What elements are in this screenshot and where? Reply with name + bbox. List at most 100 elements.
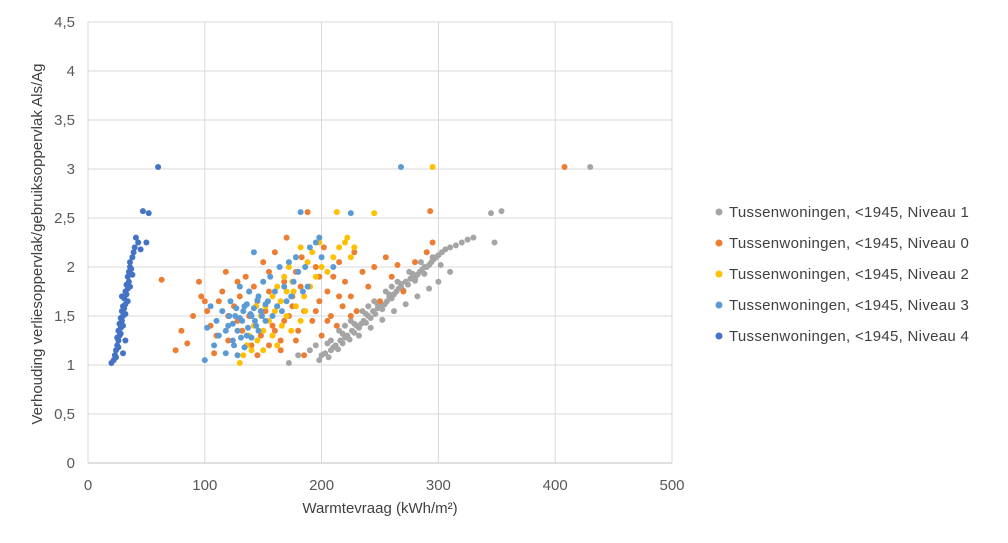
data-point: [295, 352, 302, 359]
data-point: [274, 303, 281, 310]
data-point: [417, 259, 424, 266]
data-point: [398, 280, 404, 287]
data-point: [292, 303, 299, 310]
data-point: [120, 350, 126, 357]
data-point: [356, 332, 362, 339]
data-point: [452, 242, 459, 249]
data-point: [379, 306, 386, 313]
data-point: [215, 298, 222, 305]
data-point: [201, 357, 208, 364]
data-point: [145, 210, 152, 217]
data-point: [257, 308, 264, 315]
data-point: [421, 264, 428, 270]
data-point: [394, 262, 401, 268]
data-point: [359, 268, 366, 275]
data-point: [318, 332, 325, 339]
data-point: [324, 268, 331, 275]
y-tick-label: 1,5: [54, 308, 75, 325]
data-point: [233, 305, 240, 312]
data-point: [213, 317, 220, 324]
data-point: [447, 244, 454, 251]
data-point: [330, 264, 337, 270]
data-point: [234, 352, 241, 359]
data-point: [278, 322, 285, 329]
data-point: [423, 249, 430, 256]
legend-label: Tussenwoningen, <1945, Niveau 3: [729, 297, 969, 314]
data-point: [198, 293, 205, 300]
x-tick-label: 100: [192, 477, 217, 494]
data-point: [271, 327, 278, 334]
data-point: [266, 288, 272, 295]
y-tick-label: 0: [67, 455, 75, 472]
data-point: [421, 270, 428, 277]
data-point: [330, 254, 337, 261]
data-point: [240, 308, 247, 315]
data-point: [283, 313, 290, 319]
data-point: [324, 288, 331, 295]
data-point: [382, 254, 389, 261]
data-point: [429, 164, 436, 170]
data-point: [561, 164, 568, 170]
data-point: [402, 301, 409, 308]
data-point: [351, 249, 358, 256]
data-point: [312, 308, 319, 315]
data-point: [371, 264, 378, 270]
data-point: [391, 308, 397, 315]
data-point: [254, 297, 261, 304]
data-point: [269, 332, 276, 339]
data-point: [269, 322, 276, 329]
data-point: [325, 354, 332, 361]
data-point: [342, 239, 348, 246]
data-point: [312, 239, 319, 246]
data-point: [405, 281, 411, 288]
data-point: [347, 254, 354, 261]
data-point: [292, 254, 299, 261]
data-point: [488, 210, 494, 217]
data-point: [118, 293, 125, 300]
data-point: [309, 249, 316, 256]
y-axis-ticks: 0 0,5 1 1,5 2 2,5 3 3,5 4 4,5: [54, 14, 75, 472]
x-tick-label: 200: [309, 477, 334, 494]
data-point: [333, 322, 340, 329]
data-point: [250, 305, 257, 312]
data-point: [285, 264, 292, 270]
data-point: [260, 259, 267, 266]
data-point: [238, 334, 244, 341]
data-point: [204, 308, 211, 315]
data-point: [384, 298, 390, 305]
data-point: [219, 308, 226, 315]
y-axis-title: Verhouding verliesoppervlak/gebruiksoppe…: [29, 63, 46, 424]
y-tick-label: 3,5: [54, 112, 75, 129]
legend-marker: [715, 301, 723, 309]
y-tick-label: 2,5: [54, 210, 75, 227]
data-point: [236, 315, 243, 321]
data-point: [172, 347, 179, 354]
data-point: [295, 268, 302, 275]
data-point: [236, 283, 243, 290]
data-point: [412, 275, 418, 282]
data-point: [250, 249, 257, 256]
data-point: [222, 268, 229, 275]
data-point: [372, 311, 379, 317]
data-point: [262, 308, 269, 315]
data-point: [301, 352, 308, 359]
data-point: [222, 350, 229, 357]
data-point: [262, 301, 269, 308]
data-point: [426, 285, 433, 292]
data-point: [248, 347, 255, 354]
data-point: [137, 246, 144, 253]
data-point: [115, 337, 122, 344]
data-point: [322, 350, 329, 357]
data-point: [324, 317, 331, 324]
data-point: [327, 337, 334, 344]
data-point: [204, 324, 211, 331]
data-point: [386, 291, 393, 298]
data-point: [115, 344, 122, 351]
data-point: [190, 313, 197, 319]
data-point: [306, 347, 313, 354]
data-point: [367, 324, 374, 331]
y-tick-label: 0,5: [54, 406, 75, 423]
data-point: [178, 327, 185, 334]
data-point: [435, 278, 442, 285]
data-point: [243, 301, 250, 308]
